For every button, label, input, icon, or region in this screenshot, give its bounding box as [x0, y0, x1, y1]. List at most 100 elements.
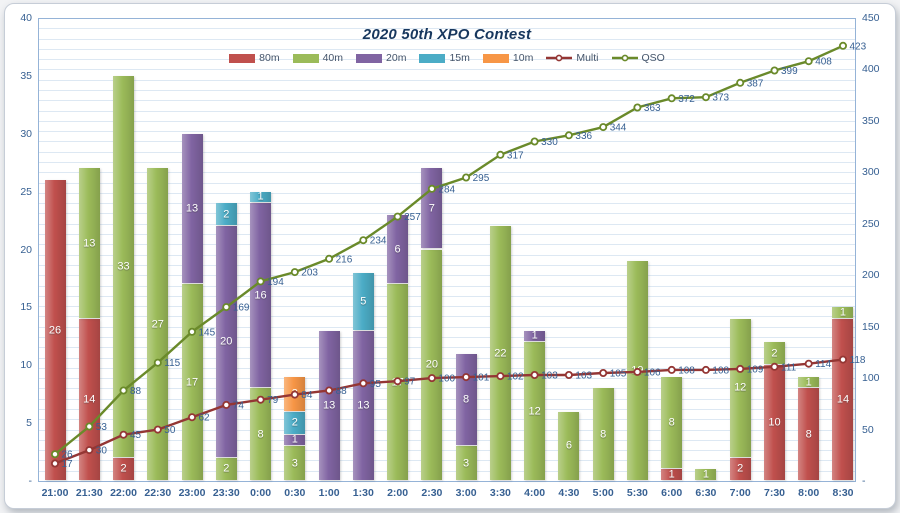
multi-point-marker [427, 374, 436, 383]
qso-point-marker [530, 137, 539, 146]
legend-item-Multi: Multi [546, 52, 599, 64]
qso-point-label: 53 [96, 422, 108, 433]
qso-point-label: 169 [233, 303, 250, 314]
left-axis-tick-label: 15 [20, 301, 32, 314]
bar-segment-20m [318, 330, 340, 480]
multi-point-label: 111 [781, 362, 797, 373]
qso-point-marker [85, 422, 94, 431]
qso-point-marker [427, 184, 436, 193]
bar-segment-label: 14 [83, 393, 96, 406]
bar-segment-label: 20 [220, 335, 233, 348]
qso-point-label: 344 [610, 123, 627, 134]
qso-point-label: 330 [541, 137, 558, 148]
x-axis-tick-label: 1:30 [352, 487, 374, 499]
right-axis-tick-label: 250 [862, 217, 880, 230]
multi-point-label: 101 [473, 373, 490, 384]
left-axis-tick-label: 40 [20, 12, 32, 24]
multi-point-marker [51, 459, 60, 468]
bar-segment-label: 2 [223, 462, 230, 475]
bar-segment-40m [763, 342, 785, 365]
bar-segment-label: 1 [668, 468, 675, 481]
bar-segment-label: 13 [322, 399, 336, 412]
right-axis-tick-label: - [862, 475, 866, 487]
multi-point-label: 30 [96, 446, 108, 457]
multi-point-marker [153, 425, 162, 434]
bar-segment-label: 6 [394, 243, 401, 255]
multi-point-label: 102 [507, 372, 524, 383]
multi-point-label: 62 [199, 413, 211, 424]
multi-point-label: 17 [62, 459, 74, 470]
qso-point-marker [770, 66, 779, 75]
right-axis-tick-label: 450 [862, 12, 880, 24]
legend-label: 20m [386, 52, 407, 64]
multi-point-marker [804, 359, 813, 368]
multi-point-label: 88 [336, 386, 348, 397]
bar-segment-label: 22 [494, 347, 507, 360]
bar-segment-label: 5 [360, 295, 367, 308]
gridline [39, 295, 855, 297]
bar-segment-40m [661, 376, 683, 469]
x-axis-tick-label: 1:00 [318, 487, 340, 499]
gridline [39, 192, 855, 194]
multi-point-label: 108 [678, 365, 695, 376]
multi-point-marker [359, 379, 368, 388]
qso-point-marker [256, 277, 265, 286]
gridline [39, 419, 855, 421]
bar-segment-label: 6 [565, 439, 572, 452]
bar-segment-label: 12 [734, 381, 747, 394]
qso-point-marker [633, 103, 642, 112]
multi-point-marker [85, 446, 94, 455]
bar-segment-label: 1 [291, 433, 298, 446]
multi-point-label: 100 [438, 374, 455, 385]
plot-area [38, 18, 856, 482]
multi-point-marker [462, 373, 471, 382]
gridline [39, 429, 855, 431]
gridline [39, 172, 855, 174]
x-axis-tick-label: 22:30 [144, 487, 172, 499]
bar-segment-label: 8 [463, 393, 470, 406]
qso-point-label: 216 [336, 254, 353, 265]
multi-point-marker [599, 368, 608, 377]
qso-point-marker [119, 386, 128, 395]
bar-segment-20m [181, 133, 203, 284]
gridline [39, 460, 855, 462]
legend-label: Multi [576, 52, 599, 64]
qso-point-marker [153, 358, 162, 367]
gridline [39, 388, 855, 390]
bar-segment-label: 13 [357, 399, 370, 412]
qso-point-marker [393, 212, 402, 221]
bar-segment-80m [729, 457, 751, 480]
bar-segment-label: 2 [223, 208, 230, 221]
qso-point-label: 203 [301, 268, 318, 279]
bar-segment-40m [250, 388, 272, 480]
bar-segment-15m [250, 191, 272, 203]
gridline [39, 100, 855, 102]
right-axis-tick-label: 400 [862, 63, 880, 76]
multi-point-marker [325, 386, 334, 395]
qso-point-label: 399 [781, 66, 798, 77]
multi-point-marker [222, 400, 231, 409]
bar-segment-80m [113, 457, 135, 480]
right-axis-tick-label: 50 [862, 423, 874, 436]
bar-segment-80m [763, 365, 785, 480]
bar-segment-40m [113, 75, 135, 457]
gridline [39, 38, 855, 40]
right-axis-tick-label: 350 [862, 114, 880, 127]
qso-point-label: 194 [267, 277, 284, 288]
qso-point-label: 257 [404, 212, 421, 223]
bar-segment-20m [284, 434, 306, 446]
gridline [39, 275, 855, 277]
gridline [39, 285, 855, 287]
bar-segment-label: 10 [768, 416, 781, 429]
bar-segment-label: 20 [425, 358, 438, 371]
gridline [39, 357, 855, 359]
qso-point-label: 423 [850, 41, 867, 52]
left-axis-tick-label: - [28, 475, 33, 487]
bar-segment-label: 8 [600, 428, 607, 441]
gridline [39, 162, 855, 164]
x-axis-tick-label: 23:00 [178, 487, 206, 499]
bar-segment-40m [455, 446, 477, 480]
qso-point-label: 145 [199, 327, 216, 338]
x-axis-tick-label: 23:30 [212, 487, 240, 499]
bar-segment-40m [729, 318, 751, 457]
